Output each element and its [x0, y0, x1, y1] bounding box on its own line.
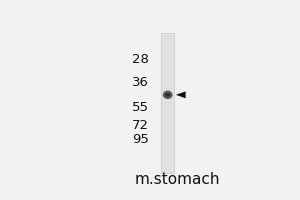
Text: m.stomach: m.stomach [134, 172, 220, 187]
Ellipse shape [163, 91, 172, 99]
Polygon shape [176, 91, 186, 98]
Text: 55: 55 [132, 101, 149, 114]
Text: 36: 36 [132, 76, 149, 89]
Text: 72: 72 [132, 119, 149, 132]
Ellipse shape [165, 93, 170, 97]
Text: 28: 28 [132, 53, 149, 66]
Bar [161, 33, 174, 173]
Text: 95: 95 [132, 133, 149, 146]
